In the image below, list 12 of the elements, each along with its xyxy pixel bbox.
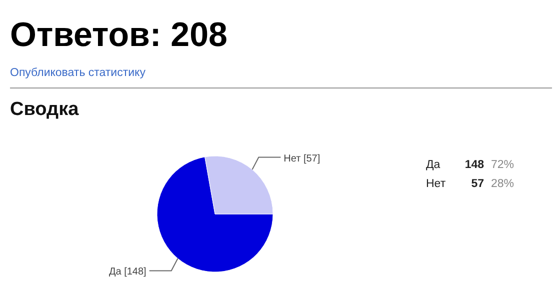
text: 28% bbox=[491, 178, 514, 190]
slice-label: Да [148] bbox=[108, 266, 147, 278]
chart-title: Ответов: 208 bbox=[10, 16, 228, 54]
data-label: 148 bbox=[464, 159, 485, 171]
category-label: Нет bbox=[426, 178, 446, 190]
text: Опубликовать статистику bbox=[10, 67, 146, 79]
data-label: 57 bbox=[471, 178, 484, 190]
pie-slice bbox=[156, 156, 274, 272]
category-label: Да bbox=[426, 159, 441, 171]
slice-label: Нет [57] bbox=[284, 153, 320, 164]
chart-subtitle: Сводка bbox=[10, 99, 80, 120]
text: 72% bbox=[491, 159, 514, 171]
